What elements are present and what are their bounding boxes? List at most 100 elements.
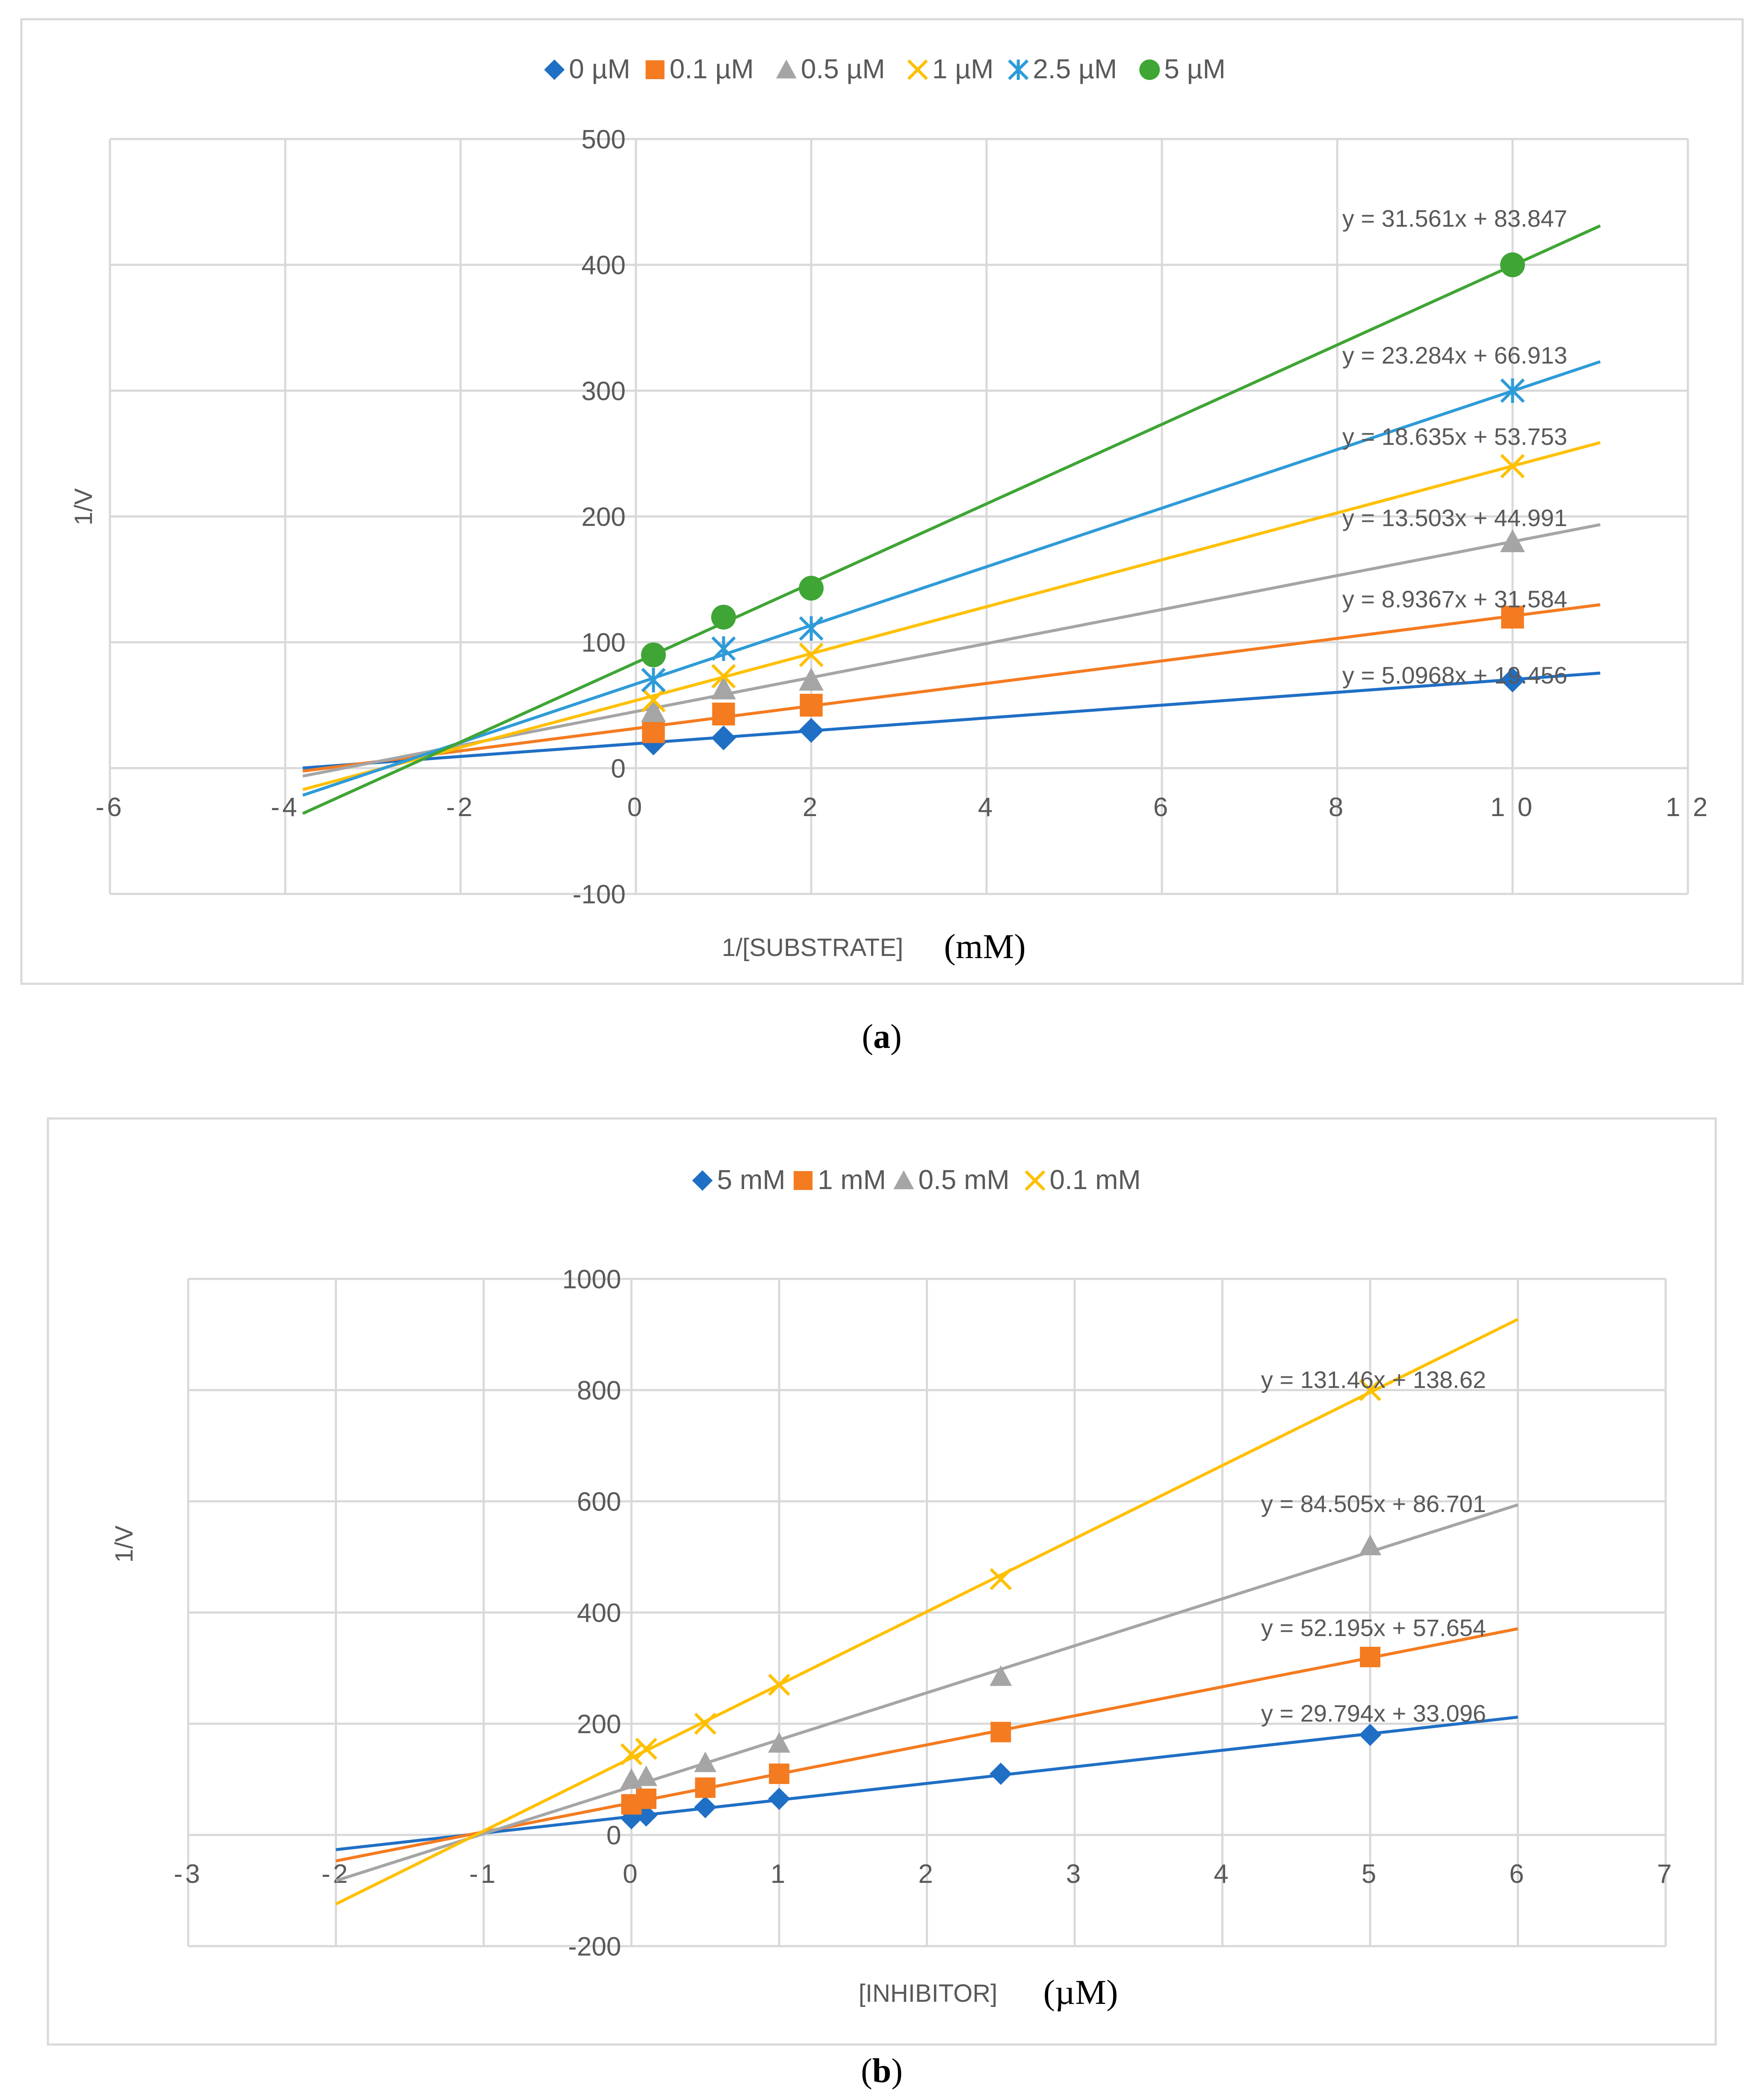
- legend-label: 1 mM: [818, 1164, 886, 1195]
- x-tick-label: 1: [771, 1859, 788, 1889]
- data-point: [768, 1732, 790, 1753]
- data-point: [641, 642, 666, 668]
- data-point: [800, 694, 823, 717]
- x-tick-label: 5: [1362, 1859, 1379, 1889]
- y-tick-label: 200: [577, 1710, 621, 1739]
- data-point: [1501, 606, 1524, 629]
- data-point: [636, 1788, 656, 1809]
- legend-label: 0.5 µM: [801, 53, 885, 84]
- legend-marker: [645, 60, 665, 80]
- x-tick-label: 3: [1066, 1859, 1083, 1889]
- data-point: [990, 1568, 1012, 1590]
- y-tick-label: -200: [568, 1932, 621, 1962]
- data-point: [990, 1763, 1012, 1785]
- x-tick-label: -6: [95, 793, 124, 822]
- data-point: [635, 1737, 657, 1760]
- data-point: [799, 718, 824, 743]
- legend-marker: [1139, 59, 1160, 80]
- x-tick-label: 2: [918, 1859, 935, 1889]
- data-point: [1500, 667, 1525, 692]
- x-tick-label: 1 2: [1666, 793, 1710, 822]
- x-axis-unit-b: (µM): [1043, 1973, 1118, 2012]
- data-point: [769, 1764, 789, 1784]
- x-tick-label: 1 0: [1490, 793, 1535, 822]
- data-point: [695, 1777, 716, 1798]
- data-point: [641, 699, 666, 722]
- data-point: [711, 636, 736, 661]
- data-point: [694, 1796, 717, 1818]
- trendline: [302, 672, 1601, 770]
- data-point: [712, 702, 735, 726]
- x-tick-label: 6: [1153, 793, 1170, 822]
- data-point: [635, 1765, 658, 1786]
- x-tick-label: -2: [446, 793, 475, 822]
- data-point: [694, 1752, 717, 1772]
- data-point: [711, 664, 736, 689]
- legend-marker: [1025, 1170, 1046, 1191]
- trendline: [336, 1716, 1518, 1851]
- data-point: [711, 725, 736, 751]
- trendline-equation: y = 18.635x + 53.753: [1342, 423, 1567, 450]
- legend-marker: [692, 1170, 713, 1191]
- x-tick-label: -1: [469, 1859, 498, 1889]
- trendline-equation: y = 8.9367x + 31.584: [1342, 586, 1567, 613]
- x-tick-label: 7: [1657, 1859, 1674, 1889]
- legend-label: 0.1 µM: [670, 53, 754, 84]
- data-point: [694, 1713, 717, 1735]
- data-point: [620, 1743, 643, 1766]
- y-tick-label: 1000: [562, 1265, 621, 1294]
- data-point: [799, 576, 824, 601]
- x-tick-label: -4: [271, 793, 299, 822]
- data-point: [641, 688, 666, 713]
- x-tick-label: 4: [1214, 1859, 1231, 1889]
- y-axis-label-a: 1/V: [70, 488, 98, 525]
- data-point: [1359, 1535, 1381, 1556]
- x-axis-unit-a: (mM): [944, 927, 1025, 966]
- trendline-equation: y = 31.561x + 83.847: [1342, 205, 1567, 232]
- y-tick-label: 200: [582, 503, 626, 532]
- data-point: [768, 1787, 790, 1810]
- trendline-equation: y = 29.794x + 33.096: [1261, 1700, 1486, 1727]
- y-tick-label: 400: [582, 251, 626, 280]
- data-point: [641, 668, 666, 692]
- y-tick-label: 300: [582, 376, 626, 406]
- trendline: [335, 1318, 1519, 1906]
- trendline: [335, 1627, 1519, 1863]
- data-point: [1500, 378, 1525, 403]
- y-tick-label: 0: [606, 1821, 621, 1850]
- legend-marker: [893, 1170, 914, 1190]
- trendline: [302, 603, 1601, 773]
- data-point: [711, 676, 736, 700]
- x-tick-label: -2: [322, 1859, 350, 1889]
- legend-marker: [776, 59, 797, 79]
- legend-label: 0.5 mM: [918, 1164, 1009, 1195]
- chart-frame-b: [47, 1117, 1717, 2046]
- y-tick-label: 100: [582, 628, 626, 658]
- trendline-equation: y = 84.505x + 86.701: [1261, 1490, 1486, 1517]
- y-tick-label: 800: [577, 1376, 621, 1406]
- y-axis-label-b: 1/V: [110, 1525, 138, 1562]
- legend-label: 1 µM: [932, 53, 994, 84]
- trendline-equation: y = 5.0968x + 19.456: [1342, 662, 1567, 689]
- data-point: [799, 616, 824, 641]
- legend-label: 0 µM: [569, 53, 630, 84]
- trendline-equation: y = 23.284x + 66.913: [1342, 342, 1567, 369]
- y-tick-label: 0: [611, 754, 626, 784]
- data-point: [990, 1665, 1012, 1686]
- data-point: [1359, 1379, 1381, 1401]
- trendline-equation: y = 131.46x + 138.62: [1261, 1366, 1486, 1393]
- panel-caption-a: (a): [862, 1018, 901, 1056]
- legend-label: 5 µM: [1164, 53, 1226, 84]
- data-point: [1360, 1647, 1380, 1667]
- legend-marker: [1008, 59, 1029, 80]
- x-tick-label: 6: [1509, 1859, 1526, 1889]
- legend-label: 0.1 mM: [1049, 1164, 1141, 1195]
- x-tick-label: 2: [803, 793, 820, 822]
- trendline: [302, 441, 1601, 791]
- x-tick-label: 4: [978, 793, 995, 822]
- panel-caption-b: (b): [861, 2052, 903, 2090]
- legend-label: 2.5 µM: [1033, 53, 1117, 84]
- x-tick-label: 8: [1329, 793, 1346, 822]
